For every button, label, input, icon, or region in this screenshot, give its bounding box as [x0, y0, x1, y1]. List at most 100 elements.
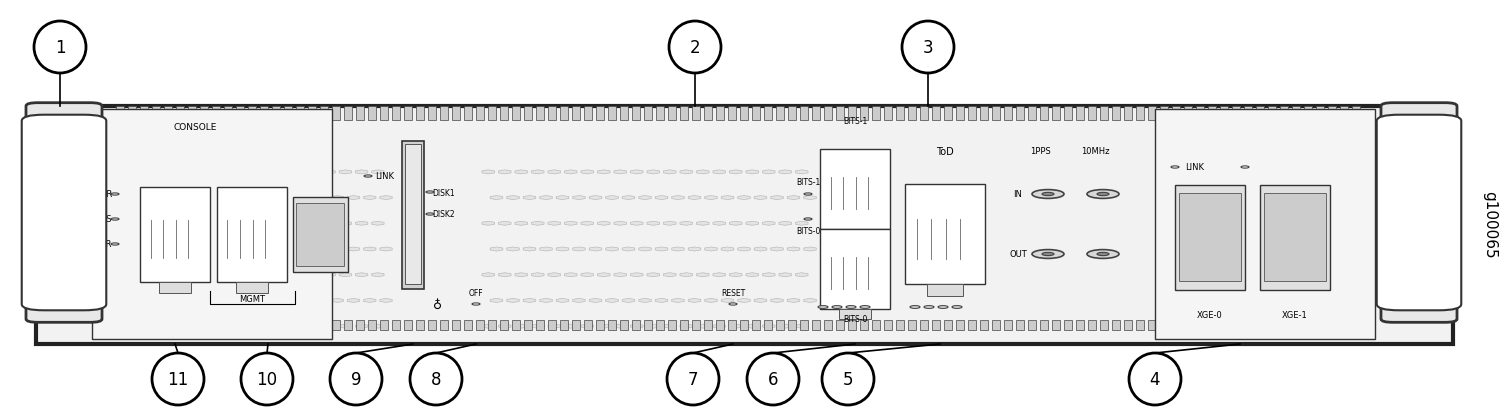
Bar: [680, 107, 689, 121]
Bar: [1180, 193, 1241, 281]
Text: MASTER: MASTER: [78, 240, 113, 249]
Text: STS: STS: [96, 215, 113, 224]
Bar: [296, 320, 305, 330]
Bar: [872, 107, 881, 121]
Bar: [656, 107, 665, 121]
Bar: [1340, 107, 1348, 121]
Bar: [839, 230, 871, 239]
Bar: [140, 107, 149, 121]
Bar: [1259, 185, 1330, 290]
Circle shape: [805, 218, 812, 221]
Text: LINK: LINK: [375, 172, 393, 181]
Bar: [1088, 107, 1096, 121]
Text: JNP10K-RE1-LB: JNP10K-RE1-LB: [1382, 202, 1387, 247]
Bar: [860, 107, 869, 121]
Bar: [224, 320, 233, 330]
Bar: [260, 107, 269, 121]
Bar: [968, 107, 976, 121]
Text: 4: 4: [1150, 370, 1160, 388]
Bar: [332, 320, 341, 330]
Circle shape: [426, 192, 434, 194]
Text: 10: 10: [257, 370, 278, 388]
Bar: [848, 107, 857, 121]
Bar: [920, 107, 929, 121]
Bar: [1196, 107, 1204, 121]
Bar: [428, 107, 437, 121]
Bar: [1304, 320, 1312, 330]
Bar: [524, 320, 533, 330]
Bar: [248, 320, 257, 330]
Text: BITS-0: BITS-0: [844, 315, 868, 324]
Bar: [584, 320, 593, 330]
Bar: [812, 320, 821, 330]
Bar: [272, 107, 281, 121]
Bar: [1280, 320, 1288, 330]
Bar: [1160, 320, 1168, 330]
Bar: [656, 320, 665, 330]
Bar: [620, 107, 629, 121]
Bar: [1232, 107, 1240, 121]
Bar: [716, 320, 725, 330]
Text: IN: IN: [1013, 190, 1022, 199]
Bar: [500, 107, 509, 121]
Bar: [968, 320, 976, 330]
Bar: [1124, 107, 1132, 121]
Circle shape: [1171, 166, 1178, 169]
Text: ToD: ToD: [937, 147, 953, 157]
Bar: [392, 320, 401, 330]
Bar: [980, 320, 988, 330]
Bar: [764, 107, 773, 121]
Bar: [740, 320, 749, 330]
Bar: [308, 107, 317, 121]
Bar: [152, 320, 161, 330]
Bar: [1154, 110, 1375, 339]
Bar: [1040, 320, 1048, 330]
Bar: [452, 107, 461, 121]
Bar: [1028, 320, 1036, 330]
Text: BITS-0: BITS-0: [796, 227, 820, 236]
Bar: [776, 107, 785, 121]
Bar: [524, 107, 533, 121]
Bar: [884, 320, 893, 330]
Bar: [1064, 320, 1072, 330]
Text: BITS-1: BITS-1: [844, 117, 868, 126]
Bar: [836, 320, 845, 330]
Bar: [1208, 320, 1216, 330]
Circle shape: [111, 218, 119, 221]
Bar: [428, 320, 437, 330]
Bar: [1100, 320, 1108, 330]
FancyBboxPatch shape: [1381, 103, 1457, 323]
Text: DISK2: DISK2: [432, 210, 455, 219]
Bar: [836, 107, 845, 121]
Bar: [980, 107, 988, 121]
Text: DISK1: DISK1: [432, 188, 455, 197]
Circle shape: [1097, 193, 1109, 196]
Circle shape: [111, 193, 119, 196]
Bar: [839, 309, 871, 319]
Bar: [680, 320, 689, 330]
Circle shape: [1033, 190, 1064, 199]
Circle shape: [1087, 250, 1120, 259]
Bar: [560, 107, 569, 121]
Bar: [320, 320, 329, 330]
Bar: [1136, 107, 1144, 121]
Circle shape: [952, 306, 962, 309]
Bar: [464, 107, 473, 121]
Bar: [824, 107, 833, 121]
Bar: [1292, 320, 1300, 330]
Bar: [1184, 107, 1192, 121]
Bar: [212, 320, 221, 330]
Bar: [176, 107, 185, 121]
Text: MGMT: MGMT: [239, 295, 266, 304]
Bar: [872, 320, 881, 330]
Bar: [728, 107, 737, 121]
Bar: [1148, 320, 1156, 330]
Bar: [344, 107, 353, 121]
Bar: [200, 107, 209, 121]
Bar: [944, 107, 953, 121]
Bar: [752, 107, 761, 121]
Circle shape: [938, 306, 949, 309]
Bar: [956, 107, 965, 121]
Text: 9: 9: [351, 370, 362, 388]
Bar: [596, 320, 605, 330]
